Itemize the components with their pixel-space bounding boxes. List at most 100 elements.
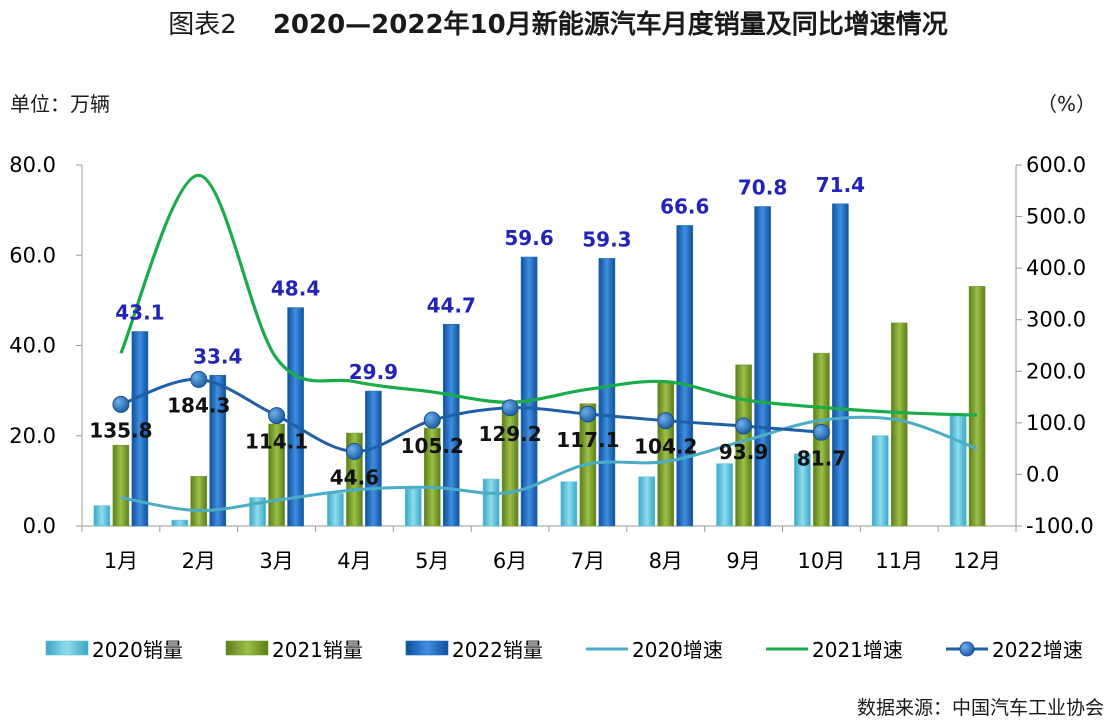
right-axis-unit: （%）	[1036, 92, 1096, 116]
point-2022增速-4月	[345, 442, 363, 460]
bar-value-label: 48.4	[271, 277, 320, 301]
point-2022增速-3月	[268, 407, 286, 425]
point-2022增速-9月	[735, 417, 753, 435]
x-tick-label: 10月	[798, 549, 846, 573]
x-tick-label: 7月	[571, 549, 605, 573]
growth-value-label: 81.7	[797, 446, 846, 470]
growth-value-label: 114.1	[245, 430, 308, 454]
bar-2022销量-2月	[209, 374, 227, 527]
x-tick-label: 1月	[104, 549, 138, 573]
bar-2022销量-9月	[754, 206, 771, 527]
bar-2020销量-8月	[638, 476, 656, 527]
left-tick-label: 60.0	[9, 243, 56, 267]
legend-label-2: 2022销量	[452, 638, 543, 662]
x-tick-label: 2月	[182, 549, 216, 573]
bar-2022销量-5月	[442, 323, 460, 527]
growth-value-label: 117.1	[556, 428, 619, 452]
bar-value-label: 70.8	[738, 176, 787, 200]
legend-marker-5	[959, 641, 975, 657]
bar-2022销量-7月	[598, 258, 616, 527]
growth-value-label: 104.2	[634, 435, 697, 459]
point-2022增速-1月	[112, 395, 130, 413]
bar-2021销量-9月	[735, 364, 752, 527]
bar-2020销量-11月	[871, 435, 889, 527]
bar-2020销量-12月	[949, 413, 967, 527]
legend-swatch-1	[225, 640, 269, 656]
right-tick-label: 500.0	[1026, 205, 1086, 229]
legend-label-1: 2021销量	[272, 638, 363, 662]
bar-2020销量-9月	[716, 463, 733, 527]
bar-value-label: 59.3	[582, 227, 631, 251]
x-tick-label: 9月	[726, 549, 760, 573]
axes-layer: 0.0 20.0 40.0 60.0 80.0 -100.0 0.0 100.0 200.0 30…	[9, 153, 1093, 573]
left-tick-label: 0.0	[23, 514, 56, 538]
right-tick-label: 600.0	[1026, 153, 1086, 177]
bar-2022销量-4月	[365, 390, 382, 527]
bar-value-label: 71.4	[816, 173, 865, 197]
bar-2020销量-1月	[93, 505, 111, 527]
growth-value-label: 184.3	[167, 393, 230, 417]
bar-2022销量-6月	[520, 256, 538, 527]
left-axis-unit: 单位：万辆	[10, 92, 110, 116]
growth-value-label: 105.2	[401, 434, 464, 458]
right-tick-label: 100.0	[1026, 411, 1086, 435]
growth-value-label: 44.6	[330, 465, 379, 489]
bar-2021销量-11月	[890, 322, 908, 527]
bar-2021销量-1月	[112, 444, 130, 527]
bar-2022销量-8月	[676, 225, 694, 527]
bar-2020销量-7月	[560, 481, 578, 527]
legend: 2020销量 2021销量 2022销量 2020增速 2021增速 2022增速	[45, 638, 1083, 662]
left-tick-label: 40.0	[9, 334, 56, 358]
bar-2020销量-6月	[482, 478, 500, 527]
bar-2020销量-4月	[327, 493, 344, 527]
lines-layer	[112, 173, 978, 513]
legend-label-3: 2020增速	[632, 638, 723, 662]
point-2022增速-7月	[579, 405, 597, 423]
bar-value-label: 29.9	[349, 360, 398, 384]
growth-value-label: 135.8	[89, 418, 152, 442]
x-tick-label: 12月	[953, 549, 1001, 573]
legend-label-0: 2020销量	[92, 638, 183, 662]
point-2022增速-2月	[190, 370, 208, 388]
x-tick-label: 3月	[259, 549, 293, 573]
bar-2021销量-2月	[190, 476, 208, 527]
legend-swatch-0	[45, 640, 89, 656]
point-2022增速-5月	[423, 411, 441, 429]
x-tick-label: 5月	[415, 549, 449, 573]
bar-2020销量-5月	[404, 488, 422, 527]
line-2022增速	[120, 377, 822, 453]
right-tick-label: -100.0	[1026, 514, 1094, 538]
growth-value-label: 93.9	[719, 440, 768, 464]
chart-title-prefix: 图表2	[168, 10, 237, 40]
bar-value-label: 33.4	[193, 344, 242, 368]
x-tick-label: 6月	[493, 549, 527, 573]
bar-value-label: 43.1	[115, 301, 164, 325]
data-source: 数据来源：中国汽车工业协会	[856, 697, 1104, 719]
bar-value-label: 59.6	[504, 226, 553, 250]
right-tick-label: 400.0	[1026, 256, 1086, 280]
point-2022增速-10月	[812, 423, 830, 441]
chart-title: 图表2 2020—2022年10月新能源汽车月度销量及同比增速情况	[0, 4, 1116, 41]
point-2022增速-6月	[501, 399, 519, 417]
left-tick-label: 80.0	[9, 153, 56, 177]
line-2020增速	[120, 415, 978, 513]
bars-layer	[93, 203, 986, 527]
bar-2022销量-10月	[832, 203, 849, 527]
bar-2020销量-10月	[794, 453, 811, 527]
bar-2022销量-1月	[131, 331, 149, 527]
x-tick-label: 11月	[875, 549, 923, 573]
bar-value-label: 44.7	[427, 293, 476, 317]
chart-title-main: 2020—2022年10月新能源汽车月度销量及同比增速情况	[272, 10, 948, 40]
x-tick-label: 8月	[649, 549, 683, 573]
right-tick-label: 300.0	[1026, 308, 1086, 332]
growth-value-label: 129.2	[478, 422, 541, 446]
data-labels-layer: 43.1 33.4 48.4 29.9 44.7 59.6 59.3 66.6 70.8 71.4…	[89, 173, 865, 490]
left-tick-label: 20.0	[9, 424, 56, 448]
point-2022增速-8月	[657, 412, 675, 430]
legend-label-5: 2022增速	[992, 638, 1083, 662]
bar-2022销量-3月	[287, 307, 304, 527]
bar-value-label: 66.6	[660, 194, 709, 218]
right-tick-label: 0.0	[1026, 462, 1059, 486]
legend-label-4: 2021增速	[812, 638, 903, 662]
